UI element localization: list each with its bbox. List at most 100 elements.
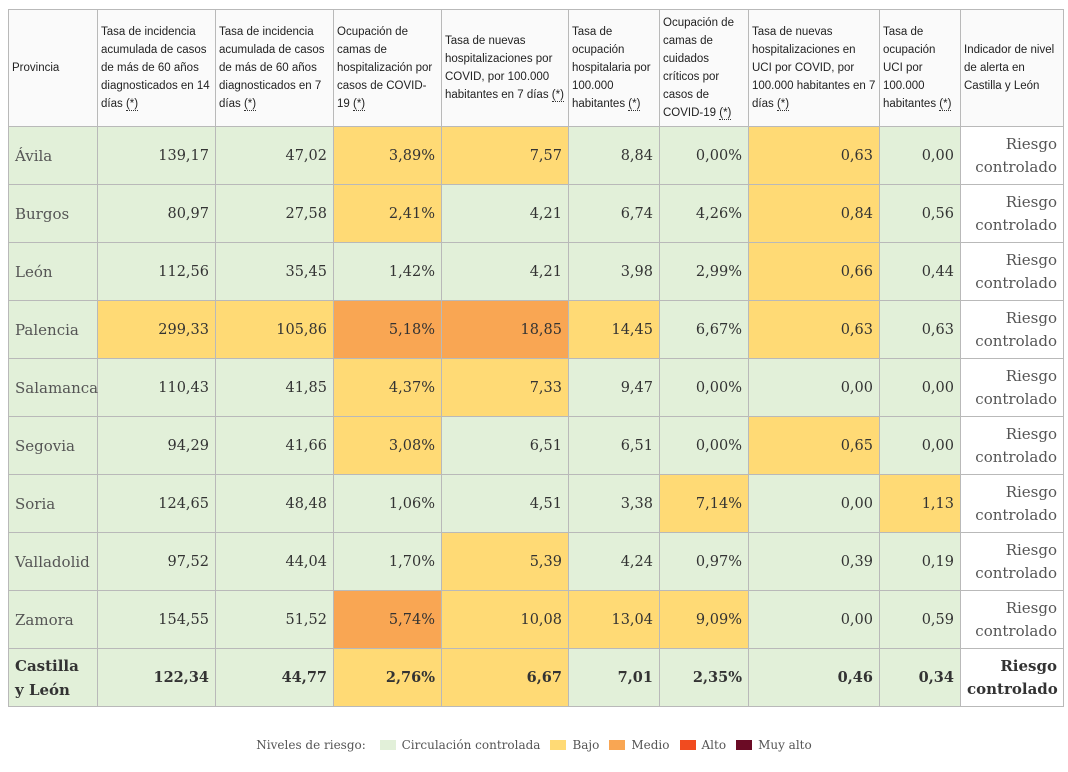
- indicator-value: 2,99%: [659, 242, 749, 301]
- indicator-value: 4,51: [441, 474, 569, 533]
- indicator-value: 0,00%: [659, 126, 749, 185]
- indicator-value: 154,55: [97, 590, 216, 649]
- alert-level: Riesgo controlado: [960, 126, 1064, 185]
- indicator-value: 44,77: [215, 648, 334, 707]
- indicator-value: 6,74: [568, 184, 660, 243]
- legend-swatch: [736, 740, 753, 750]
- header-label: Tasa de nuevas hospitalizaciones por COV…: [445, 35, 553, 101]
- indicator-value: 8,84: [568, 126, 660, 185]
- indicator-value: 139,17: [97, 126, 216, 185]
- indicator-value: 4,21: [441, 242, 569, 301]
- note-link[interactable]: (*): [719, 107, 732, 120]
- header-icu-occupancy: Ocupación de camas de cuidados críticos …: [659, 9, 749, 127]
- province-name: Ávila: [8, 126, 98, 185]
- header-label: Tasa de nuevas hospitalizaciones en UCI …: [752, 26, 876, 110]
- legend-label: Muy alto: [758, 738, 812, 752]
- table-row: Palencia 299,33 105,86 5,18% 18,85 14,45 6,67%…: [8, 300, 1064, 359]
- indicator-value: 0,00: [748, 590, 880, 649]
- legend-items: Circulación controlada Bajo Medio Alto Muy a…: [375, 738, 817, 752]
- indicator-value: 110,43: [97, 358, 216, 417]
- indicator-value: 48,48: [215, 474, 334, 533]
- indicator-value: 0,84: [748, 184, 880, 243]
- legend-swatch: [609, 740, 626, 750]
- table-row: Salamanca 110,43 41,85 4,37% 7,33 9,47 0,00% 0,…: [8, 358, 1064, 417]
- indicator-value: 7,33: [441, 358, 569, 417]
- table-row: Ávila 139,17 47,02 3,89% 7,57 8,84 0,00% 0,63 0,…: [8, 126, 1064, 185]
- indicator-value: 5,74%: [333, 590, 442, 649]
- indicator-value: 124,65: [97, 474, 216, 533]
- note-link[interactable]: (*): [939, 98, 952, 111]
- indicator-value: 0,34: [879, 648, 961, 707]
- indicator-value: 0,56: [879, 184, 961, 243]
- legend-label: Bajo: [572, 738, 600, 752]
- header-label: Tasa de incidencia acumulada de casos de…: [219, 26, 325, 110]
- indicator-value: 0,00: [879, 358, 961, 417]
- indicator-value: 3,08%: [333, 416, 442, 475]
- indicator-value: 6,67%: [659, 300, 749, 359]
- header-new-icu: Tasa de nuevas hospitalizaciones en UCI …: [748, 9, 880, 127]
- indicator-value: 2,35%: [659, 648, 749, 707]
- header-provincia: Provincia: [8, 9, 98, 127]
- alert-level: Riesgo controlado: [960, 416, 1064, 475]
- indicator-value: 105,86: [215, 300, 334, 359]
- header-label: Tasa de ocupación UCI por 100.000 habita…: [883, 26, 937, 110]
- indicator-value: 97,52: [97, 532, 216, 591]
- alert-level: Riesgo controlado: [960, 300, 1064, 359]
- alert-level: Riesgo controlado: [960, 358, 1064, 417]
- header-label: Indicador de nivel de alerta en Castilla…: [964, 44, 1055, 92]
- header-alert-level: Indicador de nivel de alerta en Castilla…: [960, 9, 1064, 127]
- legend-item: Bajo: [550, 738, 599, 752]
- indicator-value: 4,37%: [333, 358, 442, 417]
- province-name: León: [8, 242, 98, 301]
- province-name: Valladolid: [8, 532, 98, 591]
- province-name: Soria: [8, 474, 98, 533]
- indicator-value: 0,00%: [659, 416, 749, 475]
- indicator-value: 0,66: [748, 242, 880, 301]
- province-name: Segovia: [8, 416, 98, 475]
- risk-legend: Niveles de riesgo: Circulación controlad…: [0, 738, 1068, 752]
- header-hospital-occupancy: Ocupación de camas de hospitalización po…: [333, 9, 442, 127]
- indicator-value: 0,00: [748, 474, 880, 533]
- note-link[interactable]: (*): [243, 98, 257, 111]
- province-name: Zamora: [8, 590, 98, 649]
- province-name: Palencia: [8, 300, 98, 359]
- alert-level: Riesgo controlado: [960, 648, 1064, 707]
- table-row: Zamora 154,55 51,52 5,74% 10,08 13,04 9,09% 0,0…: [8, 590, 1064, 649]
- table-row-total: Castilla y León 122,34 44,77 2,76% 6,67 7,01 2…: [8, 648, 1064, 707]
- indicator-value: 0,19: [879, 532, 961, 591]
- indicator-value: 9,09%: [659, 590, 749, 649]
- indicator-value: 0,00: [879, 126, 961, 185]
- indicator-value: 51,52: [215, 590, 334, 649]
- indicator-value: 4,24: [568, 532, 660, 591]
- header-new-hospitalizations: Tasa de nuevas hospitalizaciones por COV…: [441, 9, 569, 127]
- table-row: Soria 124,65 48,48 1,06% 4,51 3,38 7,14% 0,00 1,…: [8, 474, 1064, 533]
- province-name: Castilla y León: [8, 648, 98, 707]
- legend-item: Alto: [679, 738, 726, 752]
- indicator-value: 27,58: [215, 184, 334, 243]
- legend-label: Circulación controlada: [401, 738, 541, 752]
- note-link[interactable]: (*): [628, 98, 641, 111]
- legend-item: Circulación controlada: [379, 738, 541, 752]
- province-name: Salamanca: [8, 358, 98, 417]
- legend-swatch: [550, 740, 567, 750]
- table-row: León 112,56 35,45 1,42% 4,21 3,98 2,99% 0,66 0,4…: [8, 242, 1064, 301]
- header-incidence-7d: Tasa de incidencia acumulada de casos de…: [215, 9, 334, 127]
- indicator-value: 13,04: [568, 590, 660, 649]
- indicator-value: 0,63: [748, 300, 880, 359]
- province-name: Burgos: [8, 184, 98, 243]
- indicator-value: 0,39: [748, 532, 880, 591]
- indicator-value: 3,98: [568, 242, 660, 301]
- note-link[interactable]: (*): [353, 98, 366, 111]
- indicator-value: 2,41%: [333, 184, 442, 243]
- indicator-value: 10,08: [441, 590, 569, 649]
- indicator-value: 4,21: [441, 184, 569, 243]
- note-link[interactable]: (*): [551, 89, 564, 102]
- note-link[interactable]: (*): [776, 98, 790, 111]
- indicator-value: 1,70%: [333, 532, 442, 591]
- indicator-value: 0,59: [879, 590, 961, 649]
- indicator-value: 41,85: [215, 358, 334, 417]
- note-link[interactable]: (*): [125, 98, 139, 111]
- indicator-value: 122,34: [97, 648, 216, 707]
- indicator-value: 1,13: [879, 474, 961, 533]
- indicator-value: 0,65: [748, 416, 880, 475]
